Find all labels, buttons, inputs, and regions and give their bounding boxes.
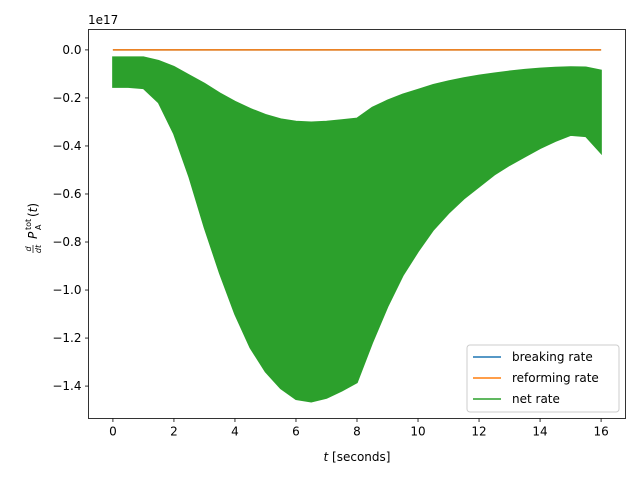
svg-text:A: A [34, 224, 43, 230]
y-axis-label: d dt P tot A (t) [24, 203, 43, 253]
x-tick-label: 0 [109, 425, 117, 439]
legend-label: net rate [512, 392, 560, 406]
x-tick-label: 2 [170, 425, 178, 439]
x-tick-label: 6 [292, 425, 300, 439]
y-tick-label: 0.0 [62, 43, 81, 57]
svg-text:tot: tot [24, 219, 33, 230]
legend-label: reforming rate [512, 371, 599, 385]
y-tick-label: −0.8 [52, 235, 81, 249]
svg-text:dt: dt [34, 244, 43, 253]
legend-box [466, 344, 620, 413]
x-tick-label: 4 [231, 425, 239, 439]
series-net-rate-band [112, 56, 602, 403]
x-tick-label: 16 [593, 425, 608, 439]
x-tick-label: 10 [410, 425, 425, 439]
x-tick-label: 12 [471, 425, 486, 439]
y-tick-label: −0.4 [52, 139, 81, 153]
y-tick-label: −1.0 [52, 283, 81, 297]
y-tick-label: −1.2 [52, 331, 81, 345]
x-tick-label: 8 [353, 425, 361, 439]
x-axis-label: t [seconds] [324, 450, 391, 464]
svg-text:d: d [24, 246, 33, 252]
legend-label: breaking rate [512, 350, 593, 364]
y-tick-label: −1.4 [52, 379, 81, 393]
svg-text:(t): (t) [26, 203, 40, 217]
y-offset-text: 1e17 [88, 13, 118, 27]
svg-text:P: P [26, 231, 40, 239]
x-tick-label: 14 [532, 425, 547, 439]
legend: breaking rate reforming rate net rate [466, 344, 620, 413]
y-tick-label: −0.2 [52, 91, 81, 105]
y-tick-label: −0.6 [52, 187, 81, 201]
